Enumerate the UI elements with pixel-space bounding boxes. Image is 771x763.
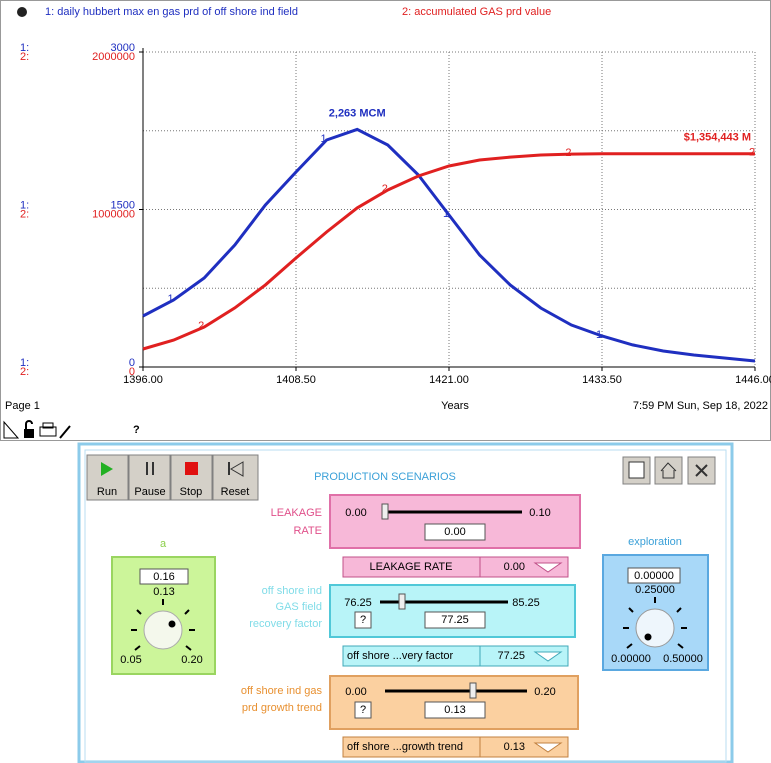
button-label: Run [97, 486, 117, 498]
y2-tick-label: 2000000 [92, 51, 135, 63]
slider-max: 85.25 [512, 597, 540, 609]
help-text: ? [360, 614, 366, 626]
slider-thumb[interactable] [470, 683, 476, 698]
timestamp: 7:59 PM Sun, Sep 18, 2022 [633, 400, 768, 412]
series-marker: 2 [382, 183, 388, 195]
slider-thumb[interactable] [399, 594, 405, 609]
knob-pointer [169, 621, 176, 628]
slider-label: recovery factor [249, 618, 322, 630]
axis-tag: 2: [20, 366, 29, 378]
graph-window [1, 1, 771, 441]
series-marker: 2 [749, 147, 755, 159]
slider-label: LEAKAGE [271, 507, 322, 519]
stop-icon [185, 462, 198, 475]
knob-min: 0.00000 [611, 653, 651, 665]
slider-min: 0.00 [345, 686, 366, 698]
slider-label: prd growth trend [242, 702, 322, 714]
pause-icon [146, 462, 148, 475]
control-panel: Run Pause Stop Reset PRODUCTION SCENARIO… [79, 444, 732, 762]
list-name: off shore ...growth trend [347, 741, 463, 753]
slider-min: 0.00 [345, 507, 366, 519]
x-tick-label: 1433.50 [582, 374, 622, 386]
reset-icon [228, 462, 230, 475]
x-tick-label: 1396.00 [123, 374, 163, 386]
knob-input-value: 0.16 [153, 571, 174, 583]
help-glyph [629, 462, 644, 478]
axis-tag: 2: [20, 208, 29, 220]
series-marker: 2 [198, 320, 204, 332]
button-label: Pause [134, 486, 165, 498]
slider-max: 0.10 [529, 507, 550, 519]
value-label: 2,263 MCM [329, 107, 386, 119]
pause-icon [152, 462, 154, 475]
slider-label: GAS field [276, 601, 322, 613]
knob-label: exploration [628, 536, 682, 548]
knob-label: a [160, 538, 167, 550]
legend-entry: 2: accumulated GAS prd value [402, 6, 551, 18]
series-marker: 2 [565, 147, 571, 159]
knob-value: 0.25000 [635, 584, 675, 596]
knob-max: 0.50000 [663, 653, 703, 665]
list-value: 0.00 [504, 561, 525, 573]
graph-icon[interactable] [17, 7, 27, 17]
slider-label: off shore ind [262, 585, 322, 597]
help-text: ? [360, 704, 366, 716]
button-label: Stop [180, 486, 203, 498]
screen: 1: daily hubbert max en gas prd of off s… [0, 0, 771, 763]
list-name: off shore ...very factor [347, 650, 454, 662]
lock-icon[interactable] [24, 429, 34, 438]
legend-entry: 1: daily hubbert max en gas prd of off s… [45, 6, 298, 18]
series-marker: 1 [596, 329, 602, 341]
slider-value: 0.13 [444, 704, 465, 716]
slider-value: 77.25 [441, 614, 469, 626]
knob-dial[interactable] [636, 609, 674, 647]
panel-title: PRODUCTION SCENARIOS [314, 471, 456, 483]
axis-tag: 2: [20, 51, 29, 63]
series-marker: 1 [321, 133, 327, 145]
slider-min: 76.25 [344, 597, 372, 609]
slider-thumb[interactable] [382, 504, 388, 519]
series-marker: 1 [168, 293, 174, 305]
home-button[interactable] [655, 457, 682, 484]
help-icon[interactable]: ? [133, 424, 140, 436]
value-label: $1,354,443 M [684, 132, 751, 144]
slider-max: 0.20 [534, 686, 555, 698]
y2-tick-label: 1000000 [92, 208, 135, 220]
knob-pointer [645, 634, 652, 641]
button-label: Reset [221, 486, 250, 498]
series-marker: 1 [443, 208, 449, 220]
knob-value: 0.13 [153, 586, 174, 598]
x-axis-label: Years [441, 400, 469, 412]
slider-label: RATE [293, 525, 322, 537]
knob-min: 0.05 [120, 654, 141, 666]
knob-dial[interactable] [144, 611, 182, 649]
list-value: 77.25 [497, 650, 525, 662]
slider-label: off shore ind gas [241, 685, 323, 697]
x-tick-label: 1408.50 [276, 374, 316, 386]
list-name: LEAKAGE RATE [370, 561, 453, 573]
list-value: 0.13 [504, 741, 525, 753]
slider-value: 0.00 [444, 526, 465, 538]
slider-recovery [330, 585, 575, 637]
x-tick-label: 1446.00 [735, 374, 771, 386]
page-label: Page 1 [5, 400, 40, 412]
knob-input-value: 0.00000 [634, 570, 674, 582]
x-tick-label: 1421.00 [429, 374, 469, 386]
knob-max: 0.20 [181, 654, 202, 666]
